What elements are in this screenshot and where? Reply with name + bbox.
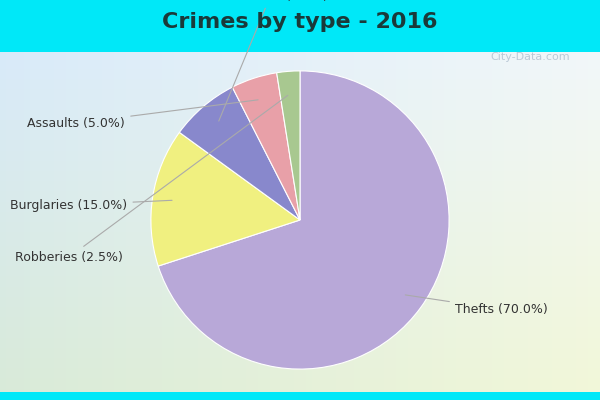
Wedge shape <box>151 132 300 266</box>
Text: Assaults (5.0%): Assaults (5.0%) <box>28 100 258 130</box>
Wedge shape <box>277 71 300 220</box>
Text: Crimes by type - 2016: Crimes by type - 2016 <box>162 12 438 32</box>
Text: Auto thefts (7.5%): Auto thefts (7.5%) <box>213 0 328 121</box>
Text: Robberies (2.5%): Robberies (2.5%) <box>15 95 288 264</box>
Wedge shape <box>232 73 300 220</box>
Text: Burglaries (15.0%): Burglaries (15.0%) <box>10 198 172 212</box>
Wedge shape <box>158 71 449 369</box>
Text: Thefts (70.0%): Thefts (70.0%) <box>405 295 548 316</box>
Wedge shape <box>179 87 300 220</box>
Text: City-Data.com: City-Data.com <box>490 52 570 62</box>
